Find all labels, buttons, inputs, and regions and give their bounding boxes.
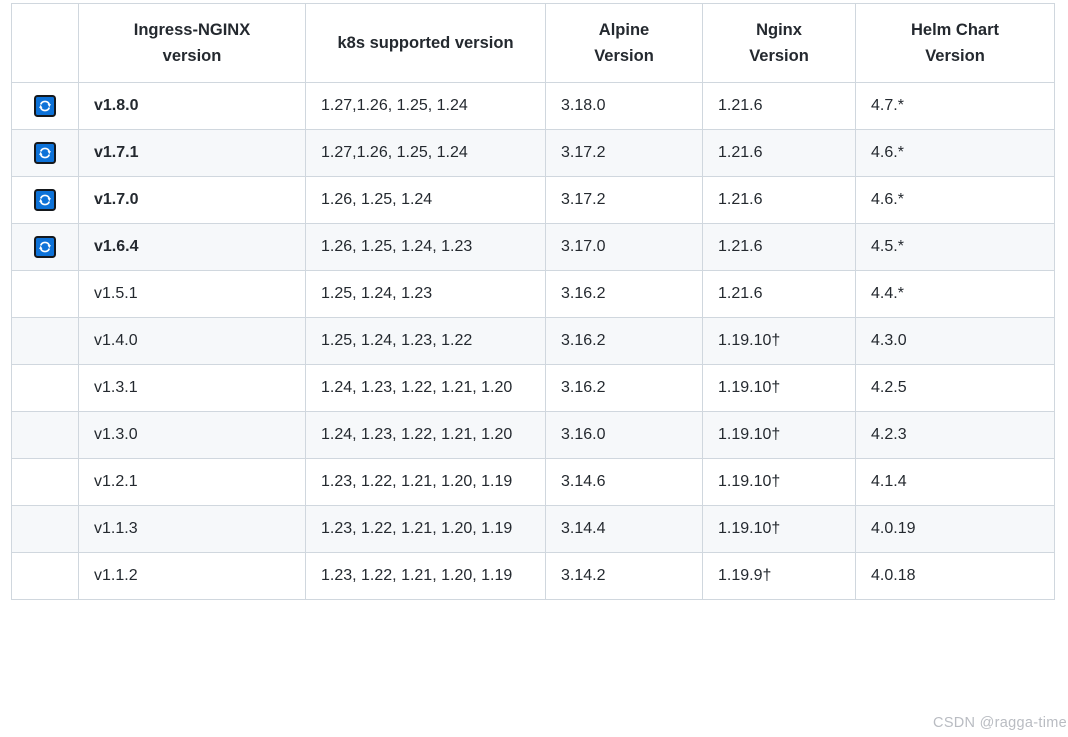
supported-cell	[11, 270, 79, 318]
k8s-versions-cell: 1.27,1.26, 1.25, 1.24	[305, 129, 546, 177]
column-header-helm-chart: Helm Chart Version	[855, 3, 1055, 83]
nginx-version-cell: 1.21.6	[702, 223, 856, 271]
helm-chart-version-cell: 4.5.*	[855, 223, 1055, 271]
helm-chart-version-cell: 4.7.*	[855, 82, 1055, 130]
alpine-version-cell: 3.17.0	[545, 223, 703, 271]
column-header-nginx: Nginx Version	[702, 3, 856, 83]
table-row: v1.5.1 1.25, 1.24, 1.23 3.16.2 1.21.6 4.4.*	[11, 270, 1055, 318]
nginx-version-cell: 1.19.9†	[702, 552, 856, 600]
column-header-label: k8s supported version	[337, 34, 514, 52]
helm-chart-version-cell: 4.1.4	[855, 458, 1055, 506]
ingress-version-cell: v1.6.4	[78, 223, 306, 271]
supported-cell	[11, 364, 79, 412]
k8s-versions-cell: 1.25, 1.24, 1.23	[305, 270, 546, 318]
alpine-version-cell: 3.16.2	[545, 317, 703, 365]
column-header-ingress-version: Ingress-NGINX version	[78, 3, 306, 83]
supported-cell	[11, 458, 79, 506]
table-row: v1.1.2 1.23, 1.22, 1.21, 1.20, 1.19 3.14.2…	[11, 552, 1055, 600]
alpine-version-cell: 3.14.4	[545, 505, 703, 553]
sync-icon	[34, 235, 56, 258]
column-header-k8s-supported: k8s supported version	[305, 3, 546, 83]
helm-chart-version-cell: 4.2.3	[855, 411, 1055, 459]
k8s-versions-cell: 1.25, 1.24, 1.23, 1.22	[305, 317, 546, 365]
header-row: Ingress-NGINX version k8s supported versi…	[11, 3, 1055, 83]
helm-chart-version-cell: 4.0.18	[855, 552, 1055, 600]
table-header: Ingress-NGINX version k8s supported versi…	[11, 3, 1055, 83]
ingress-version-cell: v1.7.0	[78, 176, 306, 224]
column-header-label: Ingress-NGINX version	[133, 21, 251, 65]
helm-chart-version-cell: 4.0.19	[855, 505, 1055, 553]
k8s-versions-cell: 1.24, 1.23, 1.22, 1.21, 1.20	[305, 364, 546, 412]
alpine-version-cell: 3.17.2	[545, 176, 703, 224]
column-header-label: Alpine Version	[594, 21, 654, 65]
alpine-version-cell: 3.14.6	[545, 458, 703, 506]
supported-cell	[11, 129, 79, 177]
k8s-versions-cell: 1.24, 1.23, 1.22, 1.21, 1.20	[305, 411, 546, 459]
k8s-versions-cell: 1.23, 1.22, 1.21, 1.20, 1.19	[305, 458, 546, 506]
table-row: v1.8.0 1.27,1.26, 1.25, 1.24 3.18.0 1.21.6 4…	[11, 82, 1055, 130]
nginx-version-cell: 1.19.10†	[702, 364, 856, 412]
csdn-watermark: CSDN @ragga-time	[933, 715, 1067, 731]
table-row: v1.7.1 1.27,1.26, 1.25, 1.24 3.17.2 1.21.6 4…	[11, 129, 1055, 177]
column-header-icon	[11, 3, 79, 83]
nginx-version-cell: 1.21.6	[702, 270, 856, 318]
helm-chart-version-cell: 4.6.*	[855, 129, 1055, 177]
table-body: v1.8.0 1.27,1.26, 1.25, 1.24 3.18.0 1.21.6 4…	[11, 82, 1055, 600]
supported-cell	[11, 82, 79, 130]
ingress-version-cell: v1.2.1	[78, 458, 306, 506]
nginx-version-cell: 1.19.10†	[702, 505, 856, 553]
column-header-alpine: Alpine Version	[545, 3, 703, 83]
ingress-version-cell: v1.1.3	[78, 505, 306, 553]
ingress-version-cell: v1.5.1	[78, 270, 306, 318]
ingress-version-cell: v1.1.2	[78, 552, 306, 600]
version-compat-table: Ingress-NGINX version k8s supported versi…	[11, 3, 1055, 600]
table-row: v1.7.0 1.26, 1.25, 1.24 3.17.2 1.21.6 4.6.*	[11, 176, 1055, 224]
supported-cell	[11, 317, 79, 365]
nginx-version-cell: 1.21.6	[702, 176, 856, 224]
table-row: v1.4.0 1.25, 1.24, 1.23, 1.22 3.16.2 1.19.1…	[11, 317, 1055, 365]
column-header-label: Helm Chart Version	[910, 21, 1000, 65]
alpine-version-cell: 3.16.2	[545, 364, 703, 412]
nginx-version-cell: 1.19.10†	[702, 317, 856, 365]
table-row: v1.2.1 1.23, 1.22, 1.21, 1.20, 1.19 3.14.6…	[11, 458, 1055, 506]
alpine-version-cell: 3.18.0	[545, 82, 703, 130]
alpine-version-cell: 3.14.2	[545, 552, 703, 600]
table-row: v1.6.4 1.26, 1.25, 1.24, 1.23 3.17.0 1.21.6…	[11, 223, 1055, 271]
k8s-versions-cell: 1.26, 1.25, 1.24, 1.23	[305, 223, 546, 271]
column-header-label: Nginx Version	[749, 21, 809, 65]
ingress-version-cell: v1.7.1	[78, 129, 306, 177]
ingress-version-cell: v1.8.0	[78, 82, 306, 130]
table-row: v1.3.0 1.24, 1.23, 1.22, 1.21, 1.20 3.16.0…	[11, 411, 1055, 459]
supported-cell	[11, 505, 79, 553]
nginx-version-cell: 1.21.6	[702, 129, 856, 177]
k8s-versions-cell: 1.23, 1.22, 1.21, 1.20, 1.19	[305, 552, 546, 600]
nginx-version-cell: 1.19.10†	[702, 411, 856, 459]
ingress-version-cell: v1.3.1	[78, 364, 306, 412]
ingress-version-cell: v1.3.0	[78, 411, 306, 459]
readme-table-page: Ingress-NGINX version k8s supported versi…	[0, 3, 1068, 737]
k8s-versions-cell: 1.23, 1.22, 1.21, 1.20, 1.19	[305, 505, 546, 553]
table-row: v1.3.1 1.24, 1.23, 1.22, 1.21, 1.20 3.16.2…	[11, 364, 1055, 412]
supported-cell	[11, 176, 79, 224]
helm-chart-version-cell: 4.6.*	[855, 176, 1055, 224]
k8s-versions-cell: 1.26, 1.25, 1.24	[305, 176, 546, 224]
nginx-version-cell: 1.21.6	[702, 82, 856, 130]
nginx-version-cell: 1.19.10†	[702, 458, 856, 506]
sync-icon	[34, 188, 56, 211]
sync-icon	[34, 141, 56, 164]
alpine-version-cell: 3.16.0	[545, 411, 703, 459]
table-row: v1.1.3 1.23, 1.22, 1.21, 1.20, 1.19 3.14.4…	[11, 505, 1055, 553]
ingress-version-cell: v1.4.0	[78, 317, 306, 365]
helm-chart-version-cell: 4.3.0	[855, 317, 1055, 365]
supported-cell	[11, 411, 79, 459]
helm-chart-version-cell: 4.4.*	[855, 270, 1055, 318]
sync-icon	[34, 94, 56, 117]
alpine-version-cell: 3.17.2	[545, 129, 703, 177]
k8s-versions-cell: 1.27,1.26, 1.25, 1.24	[305, 82, 546, 130]
supported-cell	[11, 552, 79, 600]
supported-cell	[11, 223, 79, 271]
alpine-version-cell: 3.16.2	[545, 270, 703, 318]
helm-chart-version-cell: 4.2.5	[855, 364, 1055, 412]
